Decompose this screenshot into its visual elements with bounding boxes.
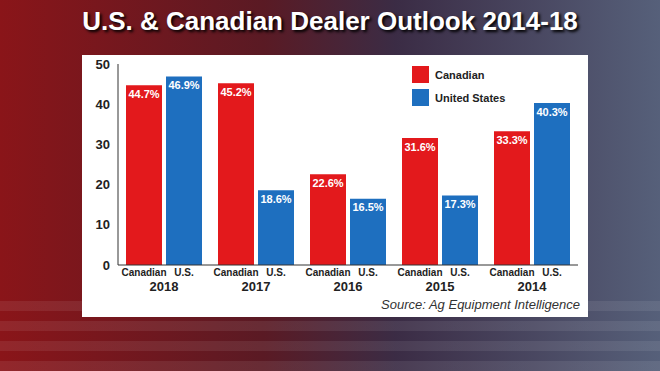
- svg-text:33.3%: 33.3%: [496, 134, 527, 146]
- svg-text:50: 50: [96, 57, 110, 72]
- svg-text:2015: 2015: [426, 279, 455, 294]
- svg-text:17.3%: 17.3%: [444, 198, 475, 210]
- svg-text:Canadian: Canadian: [489, 267, 534, 278]
- svg-text:Canadian: Canadian: [121, 267, 166, 278]
- svg-text:Canadian: Canadian: [305, 267, 350, 278]
- svg-text:44.7%: 44.7%: [128, 88, 159, 100]
- svg-text:40: 40: [96, 97, 110, 112]
- svg-text:40.3%: 40.3%: [536, 106, 567, 118]
- html-text:Canadian: Canadian: [435, 68, 485, 81]
- svg-text:2017: 2017: [242, 279, 271, 294]
- svg-text:20: 20: [96, 177, 110, 192]
- svg-text:10: 10: [96, 217, 110, 232]
- svg-text:U.S.: U.S.: [450, 267, 470, 278]
- svg-text:U.S.: U.S.: [542, 267, 562, 278]
- svg-text:U.S.: U.S.: [266, 267, 286, 278]
- svg-text:31.6%: 31.6%: [404, 141, 435, 153]
- svg-text:18.6%: 18.6%: [260, 193, 291, 205]
- svg-text:30: 30: [96, 137, 110, 152]
- svg-text:45.2%: 45.2%: [220, 86, 251, 98]
- svg-text:2016: 2016: [334, 279, 363, 294]
- svg-text:Canadian: Canadian: [397, 267, 442, 278]
- html-text:U.S. & Canadian Dealer Outlook: U.S. & Canadian Dealer Outlook 2014-18: [82, 6, 578, 36]
- svg-text:22.6%: 22.6%: [312, 177, 343, 189]
- svg-text:16.5%: 16.5%: [352, 201, 383, 213]
- html-text:Source: Ag Equipment Intellige: Source: Ag Equipment Intelligence: [381, 297, 580, 312]
- svg-text:U.S.: U.S.: [174, 267, 194, 278]
- html-text:United States: United States: [435, 91, 506, 104]
- svg-text:2018: 2018: [150, 279, 179, 294]
- svg-text:2014: 2014: [518, 279, 548, 294]
- svg-text:Canadian: Canadian: [213, 267, 258, 278]
- svg-text:0: 0: [103, 258, 110, 273]
- svg-text:46.9%: 46.9%: [168, 79, 199, 91]
- svg-text:U.S.: U.S.: [358, 267, 378, 278]
